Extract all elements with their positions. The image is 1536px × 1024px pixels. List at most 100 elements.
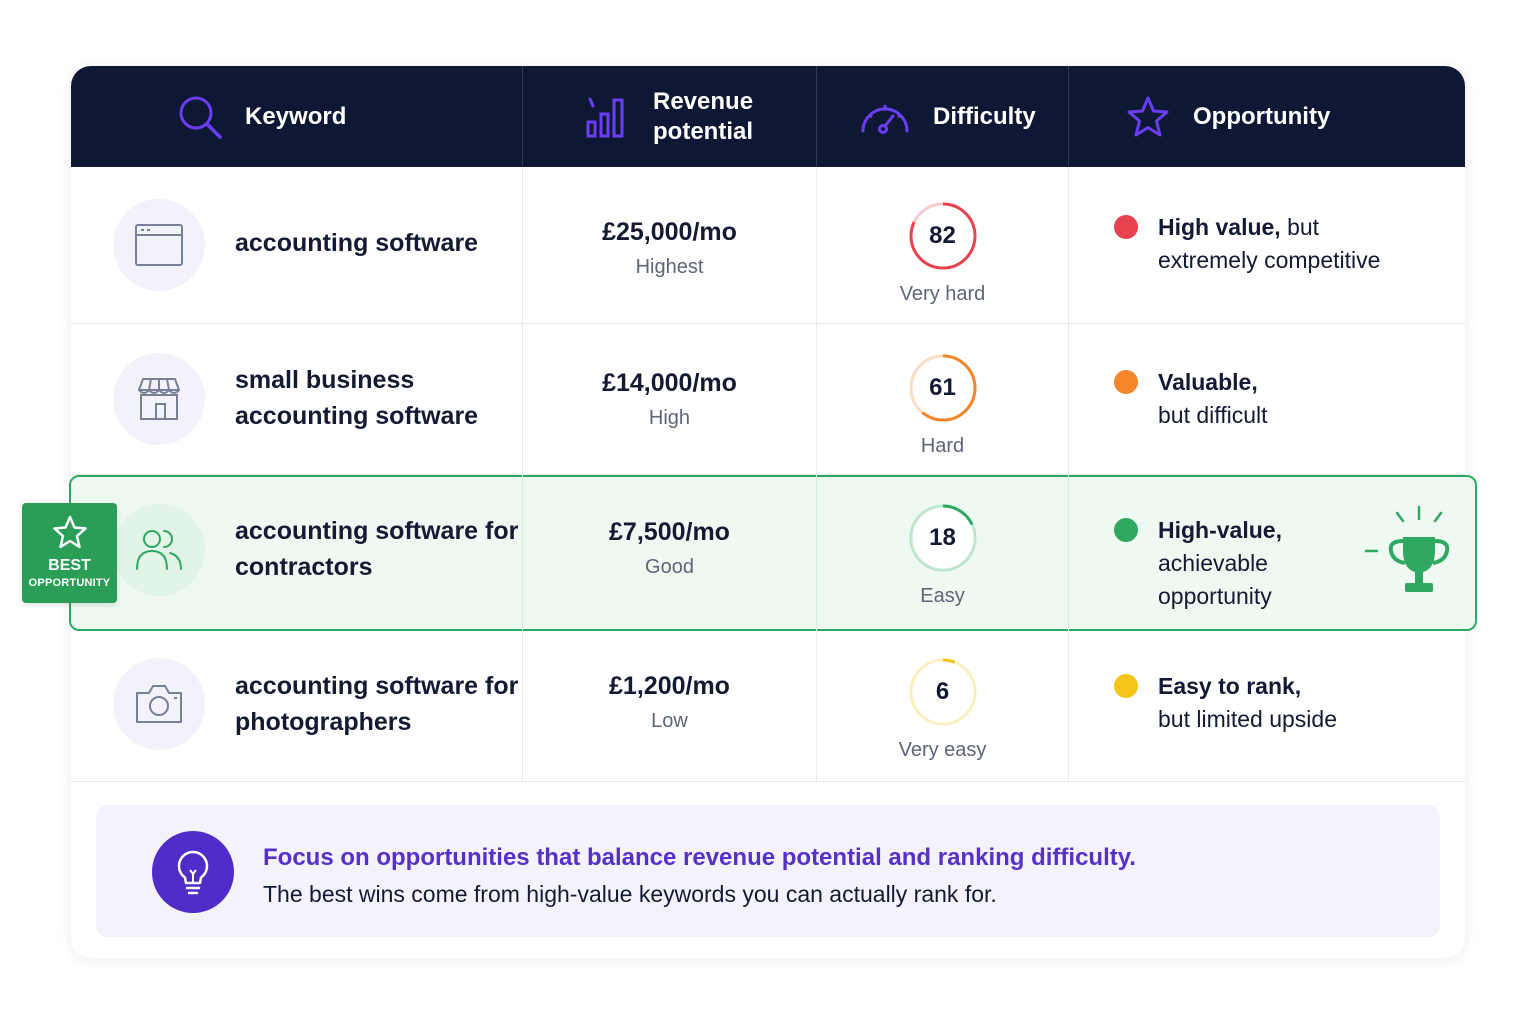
column-header-opportunity-label: Opportunity — [1193, 102, 1331, 130]
revenue-cell: £25,000/mo Highest — [523, 167, 817, 323]
trophy-icon — [1363, 505, 1455, 604]
difficulty-score: 18 — [929, 524, 956, 551]
difficulty-label: Very easy — [898, 739, 987, 761]
badge-label-line2: OPPORTUNITY — [28, 577, 111, 589]
opportunity-line2: but difficult — [1158, 402, 1268, 428]
revenue-cell: £1,200/mo Low — [523, 631, 817, 781]
keyword-cell: small business accounting software — [71, 324, 523, 474]
difficulty-cell: 6 Very easy — [817, 631, 1069, 781]
table-row-best-opportunity[interactable]: accounting software for contractors £7,5… — [71, 475, 1465, 631]
revenue-tier: High — [648, 407, 691, 429]
keyword-text: accounting software for photographers — [235, 668, 518, 740]
difficulty-cell: 82 Very hard — [817, 167, 1069, 323]
bar-chart-icon — [585, 94, 631, 140]
table-row[interactable]: accounting software for photographers £1… — [71, 631, 1465, 782]
keyword-text: accounting software — [235, 225, 478, 261]
badge-label-line1: BEST — [48, 557, 91, 574]
difficulty-label: Very hard — [899, 283, 986, 305]
opportunity-bold: High-value, — [1158, 517, 1282, 543]
keyword-cell: accounting software for contractors — [71, 475, 523, 631]
revenue-label-line2: potential — [653, 117, 753, 145]
search-icon — [177, 94, 223, 140]
difficulty-ring-progress — [909, 658, 976, 726]
difficulty-ring: 61 — [908, 353, 978, 423]
column-header-revenue[interactable]: Revenue potential — [523, 66, 817, 167]
keyword-line1: accounting software for — [235, 672, 519, 700]
keyword-line2: contractors — [235, 553, 373, 581]
column-header-opportunity[interactable]: Opportunity — [1069, 66, 1465, 167]
column-header-difficulty-label: Difficulty — [933, 102, 1036, 130]
keyword-comparison-card: Keyword Revenue potential Difficulty Opp… — [69, 66, 1477, 958]
difficulty-cell: 18 Easy — [817, 475, 1069, 631]
keyword-text: small business accounting software — [235, 362, 478, 434]
revenue-cell: £14,000/mo High — [523, 324, 817, 474]
opportunity-text: Valuable, but difficult — [1158, 366, 1268, 432]
status-dot-yellow — [1114, 674, 1138, 698]
best-opportunity-highlight — [69, 475, 1477, 631]
opportunity-bold: Valuable, — [1158, 369, 1258, 395]
best-opportunity-badge: BEST OPPORTUNITY — [22, 503, 117, 603]
column-header-keyword-label: Keyword — [245, 102, 347, 130]
keyword-cell: accounting software for photographers — [71, 631, 523, 781]
keyword-line1: small business — [235, 366, 415, 394]
difficulty-ring-progress — [909, 202, 976, 270]
column-header-keyword[interactable]: Keyword — [71, 66, 523, 167]
revenue-amount: £25,000/mo — [602, 218, 737, 246]
table-row[interactable]: accounting software £25,000/mo Highest 8… — [71, 167, 1465, 324]
opportunity-line2: but limited upside — [1158, 706, 1337, 732]
callout-headline: Focus on opportunities that balance reve… — [263, 844, 1136, 871]
opportunity-line2: achievable — [1158, 550, 1268, 576]
revenue-amount: £1,200/mo — [609, 672, 730, 700]
keyword-line2: accounting software — [235, 402, 479, 430]
opportunity-bold: High value, — [1158, 214, 1281, 240]
difficulty-ring: 18 — [908, 503, 978, 573]
users-icon — [113, 504, 205, 596]
revenue-cell: £7,500/mo Good — [523, 475, 817, 631]
opportunity-cell: Easy to rank, but limited upside — [1069, 631, 1465, 781]
camera-icon — [113, 658, 205, 750]
difficulty-ring: 6 — [908, 657, 978, 727]
table-row[interactable]: small business accounting software £14,0… — [71, 324, 1465, 475]
keyword-cell: accounting software — [71, 167, 523, 323]
revenue-label-line1: Revenue — [653, 87, 754, 115]
browser-window-icon — [113, 199, 205, 291]
opportunity-text: High value, but extremely competitive — [1158, 211, 1380, 277]
storefront-icon — [113, 353, 205, 445]
keyword-text: accounting software for contractors — [235, 513, 518, 585]
column-header-difficulty[interactable]: Difficulty — [817, 66, 1069, 167]
difficulty-ring-progress — [909, 504, 976, 572]
star-icon — [52, 515, 88, 554]
opportunity-bold: Easy to rank, — [1158, 673, 1302, 699]
revenue-tier: Highest — [635, 256, 704, 278]
difficulty-ring-progress — [909, 354, 976, 422]
opportunity-cell: Valuable, but difficult — [1069, 324, 1465, 474]
opportunity-line2: extremely competitive — [1158, 247, 1381, 273]
difficulty-label: Easy — [920, 585, 965, 607]
revenue-amount: £7,500/mo — [609, 518, 730, 546]
revenue-amount: £14,000/mo — [602, 369, 737, 397]
table-header: Keyword Revenue potential Difficulty Opp… — [71, 66, 1465, 167]
difficulty-score: 82 — [929, 222, 956, 249]
difficulty-score: 61 — [929, 374, 956, 401]
insight-callout: Focus on opportunities that balance reve… — [96, 805, 1440, 937]
difficulty-score: 6 — [935, 678, 950, 705]
callout-body: The best wins come from high-value keywo… — [263, 881, 997, 907]
speedometer-icon — [859, 94, 911, 140]
keyword-line2: photographers — [235, 708, 412, 736]
difficulty-label: Hard — [920, 435, 965, 457]
revenue-tier: Good — [645, 556, 694, 578]
difficulty-cell: 61 Hard — [817, 324, 1069, 474]
revenue-tier: Low — [651, 710, 688, 732]
keyword-line1: accounting software — [235, 229, 479, 257]
opportunity-text: High-value, achievable opportunity — [1158, 514, 1282, 613]
status-dot-orange — [1114, 370, 1138, 394]
star-icon — [1125, 94, 1171, 140]
keyword-line1: accounting software for — [235, 517, 519, 545]
opportunity-line3: opportunity — [1158, 583, 1272, 609]
status-dot-red — [1114, 215, 1138, 239]
difficulty-ring: 82 — [908, 201, 978, 271]
opportunity-cell: High value, but extremely competitive — [1069, 167, 1465, 323]
status-dot-green — [1114, 518, 1138, 542]
lightbulb-icon — [152, 831, 234, 913]
opportunity-text: Easy to rank, but limited upside — [1158, 670, 1337, 736]
